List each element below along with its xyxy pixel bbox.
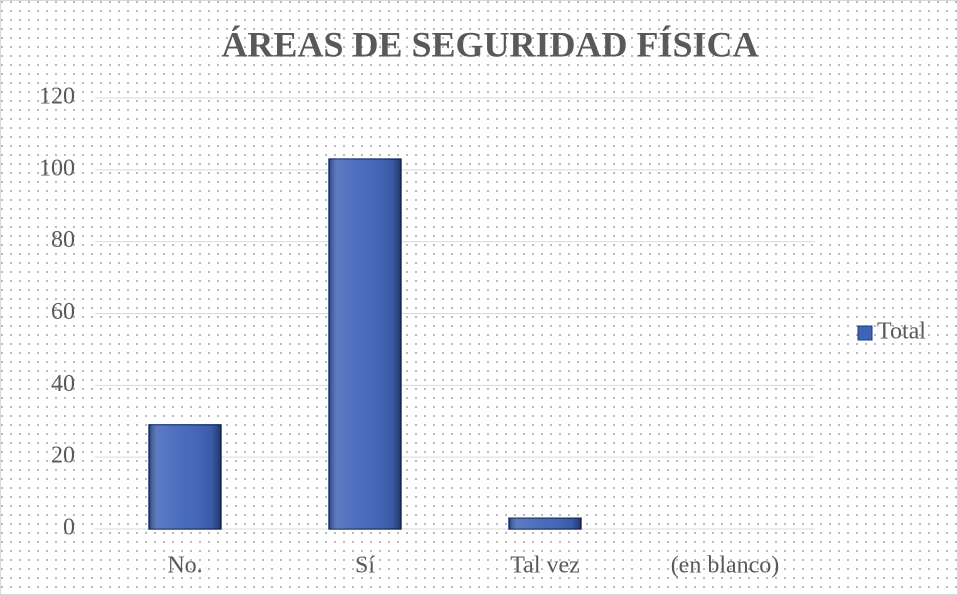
y-tick-label: 20	[51, 443, 75, 469]
y-tick-label: 0	[63, 515, 75, 541]
y-tick-label: 120	[39, 84, 75, 110]
bar	[148, 424, 222, 530]
y-tick-label: 80	[51, 227, 75, 253]
x-tick-label: Tal vez	[510, 553, 580, 579]
x-tick-label: (en blanco)	[671, 553, 780, 579]
y-tick-label: 60	[51, 299, 75, 325]
bar	[328, 158, 402, 530]
legend-swatch	[857, 325, 873, 341]
x-tick-label: Sí	[355, 553, 375, 579]
y-tick-label: 100	[39, 155, 75, 181]
legend-label: Total	[877, 319, 926, 345]
bar	[508, 517, 582, 530]
x-tick-label: No.	[167, 553, 202, 579]
y-tick-label: 40	[51, 371, 75, 397]
chart-title: ÁREAS DE SEGURIDAD FÍSICA	[221, 24, 758, 64]
